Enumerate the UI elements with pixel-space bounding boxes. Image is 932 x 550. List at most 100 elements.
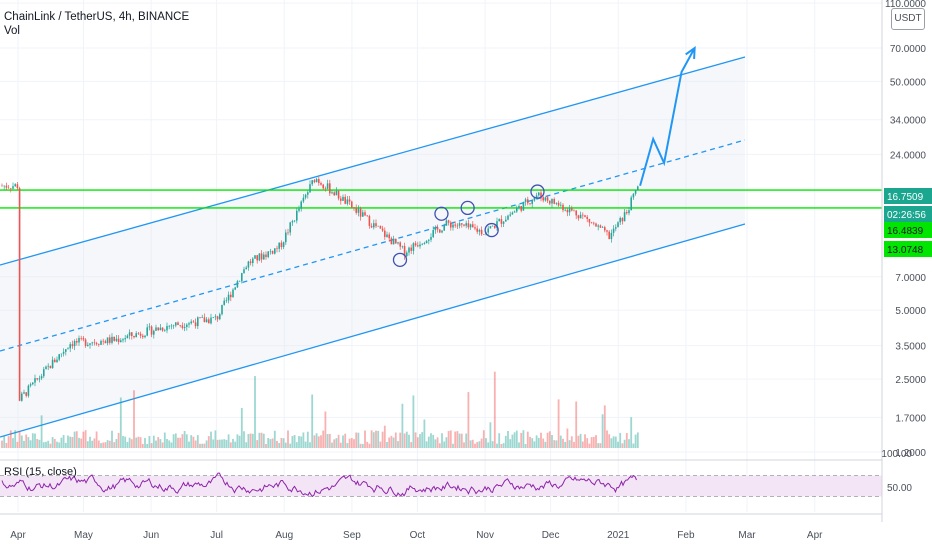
price-badge-label: 16.7509 [887, 192, 924, 203]
forecast-arrowhead[interactable] [685, 45, 696, 60]
volume-bar [630, 417, 633, 448]
candle-body [395, 238, 397, 244]
candle-body [175, 322, 177, 326]
candle [357, 205, 360, 217]
candle-body [412, 243, 415, 251]
candle-body [117, 338, 120, 343]
symbol-title[interactable]: ChainLink / TetherUS, 4h, BINANCE [4, 11, 190, 23]
volume-indicator-label[interactable]: Vol [4, 25, 20, 37]
marker-circle[interactable] [392, 252, 408, 268]
volume-bar [595, 435, 597, 448]
volume-bar [238, 435, 241, 448]
time-axis[interactable]: Apr May Jun Jul Aug Sep Oct Nov Dec 2021 Feb Mar Apr [0, 513, 882, 541]
volume-bar [135, 437, 138, 448]
candle [232, 288, 234, 298]
marker-circle[interactable] [484, 222, 499, 238]
candle-body [38, 378, 41, 380]
candle-body [421, 244, 423, 245]
volume-bar [513, 432, 516, 448]
candle [153, 329, 155, 339]
candle-body [221, 304, 223, 315]
candle-body [245, 267, 247, 270]
candle-body [619, 217, 621, 223]
volume-bar [324, 411, 327, 448]
marker-circle[interactable] [530, 184, 545, 199]
candle-body [230, 294, 232, 298]
volume-bar [89, 436, 91, 448]
candle-body [430, 237, 432, 240]
candle [203, 313, 206, 323]
candle-body [403, 246, 406, 257]
candle-body [362, 212, 364, 217]
volume-bar [298, 436, 300, 448]
candle [106, 337, 109, 346]
volume-bar [111, 430, 113, 448]
candle [36, 378, 38, 381]
candle [326, 179, 329, 190]
marker-circle[interactable] [460, 200, 475, 216]
price-badge[interactable]: 16.4839 [884, 222, 932, 238]
candle-body [425, 240, 428, 244]
candle [300, 200, 302, 212]
volume-bar [480, 438, 483, 448]
rsi-indicator-label[interactable]: RSI (15, close) [4, 466, 77, 478]
forecast-arrow[interactable] [639, 45, 696, 187]
price-badge[interactable]: 02:26:56 [884, 206, 932, 222]
candle-body [54, 359, 56, 363]
channel-median-line[interactable] [0, 139, 746, 352]
volume-bar [122, 436, 124, 448]
volume-bar [144, 437, 146, 448]
price-tick-label: 1.2000 [895, 448, 926, 459]
price-badge[interactable]: 13.0748 [884, 241, 932, 257]
channel-upper-line[interactable] [0, 56, 746, 266]
volume-bar [441, 433, 443, 448]
volume-bar [434, 439, 437, 448]
forecast-path[interactable] [639, 47, 696, 187]
time-tick-label: Sep [343, 530, 361, 541]
volume-bar [425, 441, 428, 448]
volume-bar [106, 440, 109, 448]
volume-bar [372, 432, 375, 448]
price-axis[interactable]: 110.0000 70.0000 50.0000 34.0000 24.0000 7.00… [881, 0, 932, 522]
candle [551, 198, 553, 208]
candle [399, 241, 401, 250]
candle-body [428, 239, 430, 241]
candle [452, 221, 454, 231]
candle-body [597, 225, 599, 227]
candle-body [439, 229, 441, 233]
volume-bar [414, 432, 417, 448]
volume-bar [194, 440, 197, 448]
volume-bar [190, 435, 193, 448]
candle [186, 323, 188, 331]
volume-bar [137, 436, 140, 448]
volume-bar [218, 439, 221, 448]
candle-body [148, 326, 151, 328]
candle [289, 221, 291, 236]
volume-bar [40, 415, 43, 448]
volume-bar [130, 439, 133, 448]
price-channel[interactable] [0, 56, 746, 438]
candle [544, 197, 547, 202]
candle-body [445, 220, 448, 226]
candle-body [146, 327, 148, 336]
currency-selector[interactable]: USDT [891, 8, 925, 30]
candle-body [381, 228, 384, 231]
candle [432, 226, 434, 239]
price-badge[interactable]: 16.7509 [884, 188, 932, 204]
candle [619, 216, 621, 226]
candle-body [546, 197, 549, 201]
candle-body [467, 223, 470, 228]
channel-lower-line[interactable] [0, 223, 746, 438]
marker-circle[interactable] [434, 206, 449, 221]
volume-bar [3, 435, 6, 448]
candle-body [179, 325, 181, 326]
marker-circles[interactable] [392, 184, 545, 268]
candle [430, 233, 432, 243]
candle [557, 200, 560, 207]
candle-body [40, 376, 43, 379]
candle-body [535, 195, 538, 198]
volume-bar [36, 438, 39, 448]
volume-bar [529, 436, 531, 448]
volume-bar [267, 437, 270, 448]
